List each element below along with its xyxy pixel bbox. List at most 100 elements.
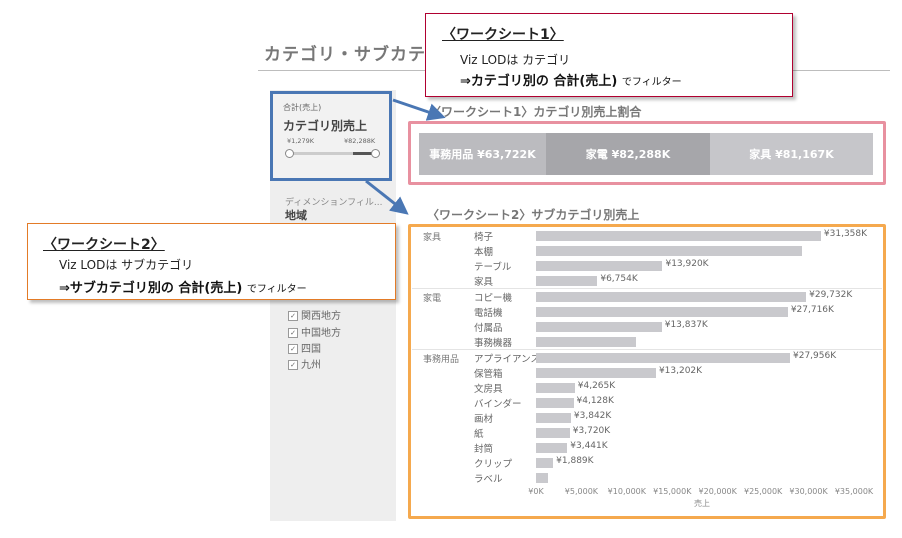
filter-max-label: ¥82,288K <box>344 137 376 145</box>
bar[interactable] <box>536 276 598 286</box>
subcategory-label: クリップ <box>474 459 513 470</box>
stack-segment-1: 家電 ¥82,288K <box>546 133 710 175</box>
checkbox-icon[interactable]: ✓ <box>288 328 298 338</box>
ws1-highlight-frame <box>408 121 886 185</box>
dimension-filter-label: ディメンションフィル... <box>285 198 383 208</box>
ws2-highlight-frame <box>408 224 886 519</box>
subcategory-label: 保管箱 <box>474 369 503 380</box>
subcategory-label: 家具 <box>474 277 494 288</box>
callout2-line2: ⇒サブカテゴリ別の 合計(売上) でフィルター <box>59 277 307 296</box>
subcategory-label: ラベル <box>474 474 503 485</box>
bar[interactable] <box>536 246 803 256</box>
x-tick-label: ¥35,000K <box>834 487 874 496</box>
category-label: 家具 <box>423 233 442 243</box>
bar[interactable] <box>536 398 574 408</box>
category-stacked-bar: 事務用品 ¥63,722K 家電 ¥82,288K 家具 ¥81,167K <box>419 133 873 175</box>
callout1-line2-small: でフィルター <box>621 77 682 88</box>
subcategory-label: 付属品 <box>474 323 503 334</box>
dimension-filter-title: 地域 <box>285 209 307 222</box>
group-separator <box>412 288 882 289</box>
bar[interactable] <box>536 261 663 271</box>
bar[interactable] <box>536 383 575 393</box>
bar[interactable] <box>536 428 570 438</box>
bar-value-label: ¥4,128K <box>576 396 614 406</box>
bar[interactable] <box>536 307 788 317</box>
region-checkbox-shikoku[interactable]: ✓ 四国 <box>288 340 321 355</box>
x-axis-title: 売上 <box>694 499 710 508</box>
region-checkbox-kyushu[interactable]: ✓ 九州 <box>288 356 321 371</box>
region-label: 九州 <box>301 360 321 371</box>
stack-segment-0: 事務用品 ¥63,722K <box>419 133 546 175</box>
bar-value-label: ¥13,920K <box>665 259 709 269</box>
checkbox-icon[interactable]: ✓ <box>288 360 298 370</box>
bar[interactable] <box>536 353 790 363</box>
bar[interactable] <box>536 458 554 468</box>
x-tick-label: ¥20,000K <box>698 487 737 496</box>
subcategory-label: 文房具 <box>474 384 503 395</box>
subcategory-label: バインダー <box>474 399 522 410</box>
ws2-chart-title: 〈ワークシート2〉サブカテゴリ別売上 <box>427 208 640 222</box>
stack-segment-2: 家具 ¥81,167K <box>710 133 873 175</box>
callout1-line2: ⇒カテゴリ別の 合計(売上) でフィルター <box>460 70 682 89</box>
bar[interactable] <box>536 322 662 332</box>
range-slider-fill <box>353 152 376 155</box>
region-checkbox-chugoku[interactable]: ✓ 中国地方 <box>288 324 341 339</box>
callout1-line2-main: ⇒カテゴリ別の 合計(売上) <box>460 74 618 89</box>
range-slider-track[interactable] <box>289 152 377 155</box>
worksheet1-callout <box>425 13 793 97</box>
category-label: 事務用品 <box>423 355 460 365</box>
checkbox-icon[interactable]: ✓ <box>288 311 298 321</box>
bar-value-label: ¥29,732K <box>809 290 853 300</box>
x-tick-label: ¥0K <box>528 487 544 496</box>
bar[interactable] <box>536 368 656 378</box>
bar[interactable] <box>536 413 571 423</box>
range-slider-min-handle[interactable] <box>285 149 294 158</box>
bar[interactable] <box>536 231 821 241</box>
sales-filter-card <box>270 91 392 181</box>
subcategory-label: 事務機器 <box>474 338 513 349</box>
bar-value-label: ¥3,842K <box>573 411 612 421</box>
callout2-line2-main: ⇒サブカテゴリ別の 合計(売上) <box>59 281 243 296</box>
x-tick-label: ¥5,000K <box>564 487 599 496</box>
worksheet2-callout <box>27 223 396 300</box>
subcategory-label: 椅子 <box>474 232 494 243</box>
checkbox-icon[interactable]: ✓ <box>288 344 298 354</box>
x-tick-label: ¥10,000K <box>607 487 647 496</box>
subcategory-label: コピー機 <box>474 293 513 304</box>
bar-value-label: ¥6,754K <box>600 274 638 284</box>
callout2-heading: 〈ワークシート2〉 <box>43 237 165 253</box>
callout1-heading: 〈ワークシート1〉 <box>442 27 564 43</box>
bar-value-label: ¥13,202K <box>658 366 703 376</box>
bar[interactable] <box>536 292 807 302</box>
region-label: 中国地方 <box>301 328 341 339</box>
page-title: カテゴリ・サブカテ <box>264 45 426 65</box>
bar-value-label: ¥27,956K <box>793 351 837 361</box>
x-tick-label: ¥15,000K <box>653 487 692 496</box>
ws1-chart-title: 〈ワークシート1〉カテゴリ別売上割合 <box>429 105 642 119</box>
arrow-to-ws1 <box>392 98 446 121</box>
subcategory-label: 紙 <box>474 429 484 440</box>
subcategory-label: 本棚 <box>474 247 494 258</box>
region-label: 四国 <box>301 344 321 355</box>
group-separator <box>412 349 882 350</box>
filter-title: カテゴリ別売上 <box>283 119 368 133</box>
bar[interactable] <box>536 473 548 483</box>
bar-value-label: ¥3,441K <box>570 441 608 451</box>
category-label: 家電 <box>423 294 442 304</box>
subcategory-label: 封筒 <box>474 444 494 455</box>
x-tick-label: ¥30,000K <box>789 487 828 496</box>
region-label: 関西地方 <box>301 311 341 322</box>
subcategory-label: 電話機 <box>474 308 503 319</box>
subcategory-label: 画材 <box>474 414 494 425</box>
bar-value-label: ¥1,889K <box>556 456 594 466</box>
bar[interactable] <box>536 443 568 453</box>
bar[interactable] <box>536 337 636 347</box>
bar-value-label: ¥13,837K <box>664 320 708 330</box>
bar-value-label: ¥27,716K <box>790 305 834 315</box>
bar-value-label: ¥31,358K <box>823 229 868 239</box>
range-slider-max-handle[interactable] <box>371 149 380 158</box>
callout1-line1: Viz LODは カテゴリ <box>460 53 571 67</box>
bar-value-label: ¥3,720K <box>572 426 611 436</box>
region-checkbox-kansai[interactable]: ✓ 関西地方 <box>288 307 341 322</box>
